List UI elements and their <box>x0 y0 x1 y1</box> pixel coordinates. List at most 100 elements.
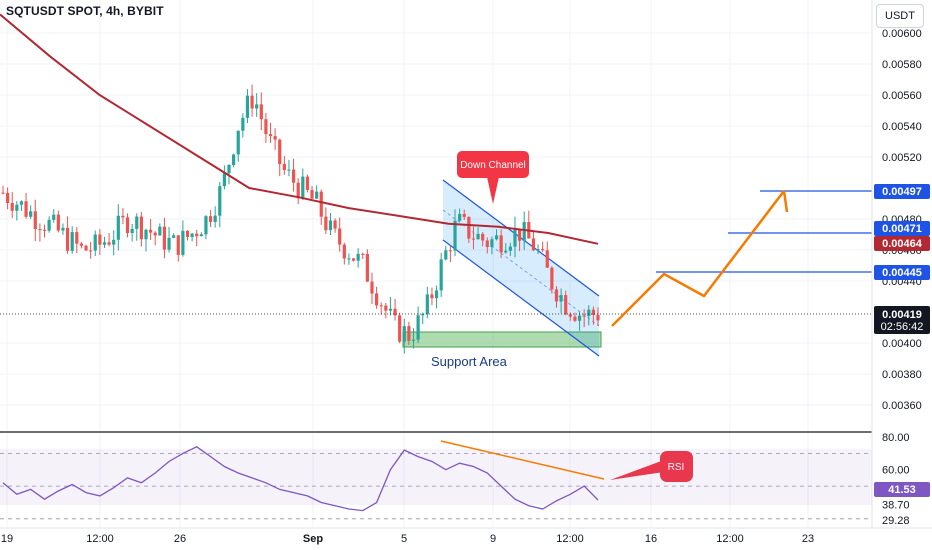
candle-body <box>315 191 319 199</box>
rsi-grid <box>0 452 872 520</box>
candle-body <box>361 253 365 255</box>
candle-body <box>38 229 42 231</box>
candle-body <box>458 213 462 221</box>
candle-body <box>213 215 217 222</box>
candle-body <box>172 235 176 238</box>
candle-body <box>195 233 199 237</box>
candle-body <box>1 192 5 194</box>
candle-body <box>310 189 314 199</box>
candle-body <box>554 289 559 302</box>
candle-body <box>587 309 591 317</box>
candle-body <box>370 281 374 294</box>
candle-body <box>75 232 79 244</box>
candle-body <box>98 234 102 245</box>
price-tick-label: 0.00380 <box>882 369 922 381</box>
time-tick-label: 19 <box>1 533 13 545</box>
chart-title: SQTUSDT SPOT, 4h, BYBIT <box>6 4 164 18</box>
rsi-divergence-line <box>440 440 605 480</box>
price-tick-label: 0.00520 <box>882 152 922 164</box>
candle-body <box>56 214 60 231</box>
candle-body <box>365 253 369 282</box>
candle-body <box>153 232 157 236</box>
candle-body <box>338 228 342 245</box>
candle-body <box>181 230 185 255</box>
candle-body <box>232 154 236 166</box>
candle-body <box>522 222 526 241</box>
svg-text:0.00471: 0.00471 <box>882 223 922 235</box>
svg-text:0.00445: 0.00445 <box>882 267 922 279</box>
candle-body <box>379 305 383 307</box>
time-tick-label: 16 <box>645 533 657 545</box>
candle-body <box>121 215 125 218</box>
candle-body <box>218 186 222 216</box>
rsi-value-tag: 41.53 <box>874 482 930 497</box>
rsi-tick-label: 38.70 <box>882 500 910 512</box>
candle-body <box>236 130 240 155</box>
down-channel-lower-line <box>442 239 600 357</box>
time-tick-label: 5 <box>401 533 407 545</box>
candle-body <box>513 228 517 247</box>
candle-body <box>139 216 143 240</box>
candle-body <box>421 314 425 316</box>
candle-body <box>278 139 282 165</box>
price-tag-00445: 0.00445 <box>874 265 930 280</box>
candle-body <box>273 136 277 140</box>
time-axis-ticks: 19 12:00 26 Sep 5 9 12:00 16 12:00 23 <box>1 533 814 545</box>
time-tick-label: 12:00 <box>86 533 114 545</box>
candle-body <box>384 305 388 311</box>
candle-body <box>227 165 231 174</box>
rsi-callout-label: RSI <box>668 462 685 473</box>
candle-body <box>259 104 263 120</box>
price-tag-00471: 0.00471 <box>874 221 930 236</box>
candle-body <box>347 258 351 260</box>
candle-body <box>222 173 226 187</box>
candle-body <box>467 216 471 239</box>
candle-body <box>6 192 10 203</box>
candle-body <box>47 219 51 231</box>
candle-body <box>342 244 346 259</box>
main-grid <box>0 0 872 528</box>
candle-body <box>19 201 24 205</box>
moving-average-line <box>0 13 599 245</box>
candle-body <box>125 217 130 233</box>
candle-body <box>416 315 420 340</box>
svg-text:41.53: 41.53 <box>888 484 916 496</box>
candle-body <box>264 119 268 135</box>
svg-text:0.00464: 0.00464 <box>882 238 923 250</box>
candle-body <box>33 211 37 230</box>
candles <box>1 84 600 354</box>
candle-body <box>564 295 568 315</box>
candle-body <box>135 216 139 229</box>
candle-body <box>65 227 70 251</box>
candle-body <box>282 164 286 171</box>
currency-button[interactable]: USDT <box>876 4 924 28</box>
candle-body <box>545 250 549 268</box>
candle-body <box>393 308 397 316</box>
candle-body <box>425 294 429 315</box>
candle-body <box>462 213 466 217</box>
rsi-tick-label: 60.00 <box>882 465 910 477</box>
candle-body <box>204 216 208 235</box>
candle-body <box>550 267 554 290</box>
price-tick-label: 0.00560 <box>882 90 922 102</box>
price-tag-00464: 0.00464 <box>874 236 930 251</box>
rsi-callout: RSI <box>610 451 693 482</box>
price-tag-current: 0.00419 02:56:42 <box>874 306 930 334</box>
candle-body <box>356 253 360 261</box>
price-axis[interactable] <box>872 0 932 528</box>
candle-body <box>398 315 402 342</box>
candle-body <box>448 250 453 252</box>
candle-body <box>319 191 323 217</box>
projection-arrow-tail <box>782 190 789 213</box>
candle-body <box>241 117 245 131</box>
candle-body <box>504 250 508 253</box>
candle-body <box>434 290 439 299</box>
candle-body <box>351 258 356 261</box>
candle-body <box>102 242 107 245</box>
candle-body <box>287 169 291 171</box>
candle-body <box>499 235 503 253</box>
price-tick-label: 0.00400 <box>882 338 922 350</box>
candle-body <box>328 220 333 231</box>
candle-body <box>144 229 148 240</box>
